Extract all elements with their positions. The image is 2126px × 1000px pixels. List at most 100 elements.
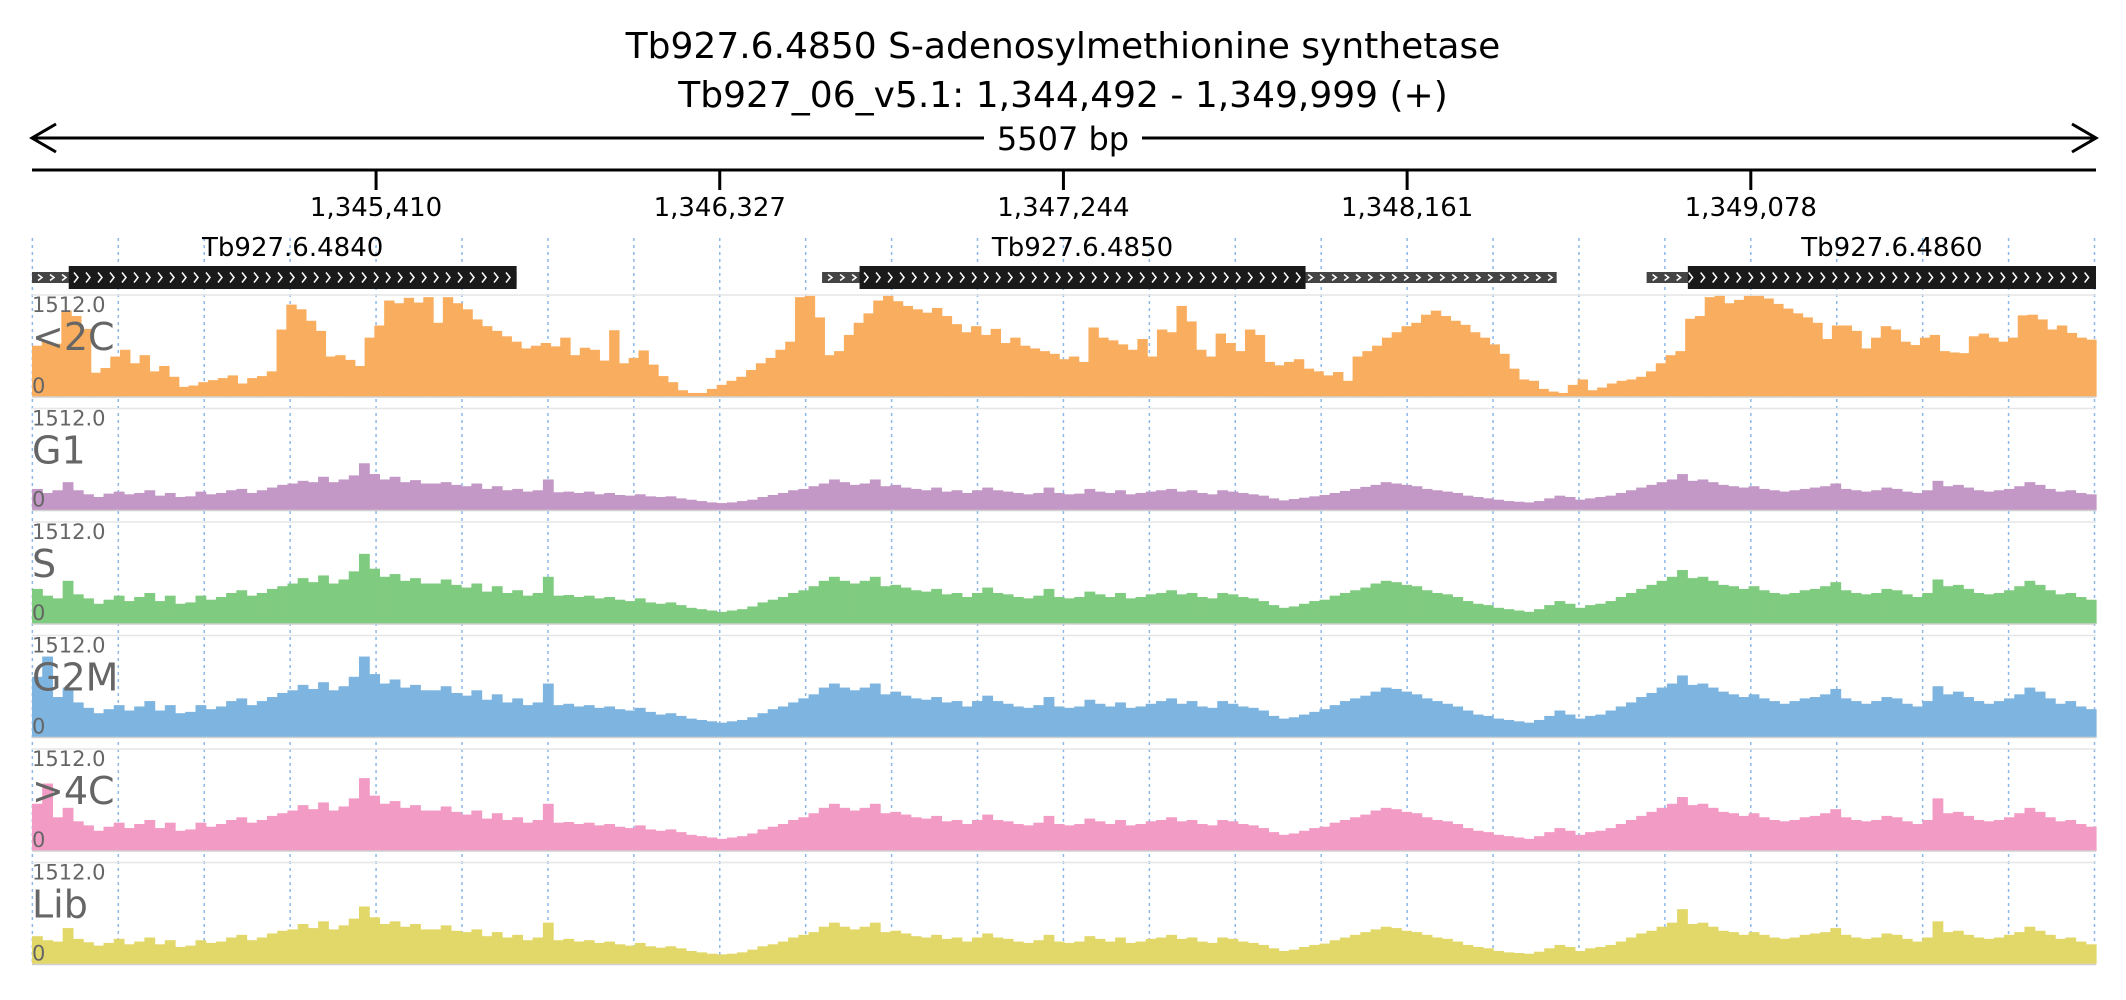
- coverage-bar: [154, 601, 166, 624]
- coverage-bar: [1779, 594, 1791, 624]
- coverage-bar: [1574, 951, 1586, 965]
- strand-arrow: [1892, 272, 1898, 283]
- coverage-bar: [1851, 330, 1862, 397]
- coverage-bar: [1656, 807, 1668, 851]
- coverage-bar: [144, 592, 156, 624]
- strand-arrow: [1367, 273, 1374, 282]
- coverage-bar: [227, 375, 239, 397]
- coverage-bar: [1196, 349, 1207, 397]
- coverage-bar: [1043, 487, 1055, 511]
- coverage-bar: [1145, 491, 1157, 511]
- coverage-bar: [1258, 601, 1269, 624]
- coverage-bar: [1871, 490, 1883, 511]
- coverage-bar: [452, 303, 464, 397]
- coverage-bar: [532, 592, 544, 624]
- coverage-bar: [859, 483, 871, 511]
- coverage-bar: [1534, 951, 1545, 965]
- coverage-bar: [1554, 601, 1566, 624]
- coverage-bar: [1207, 942, 1218, 965]
- coverage-bar: [614, 944, 626, 965]
- coverage-bar: [297, 805, 309, 851]
- coverage-bar: [818, 483, 830, 511]
- coverage-bar: [563, 938, 575, 965]
- coverage-bar: [1258, 710, 1269, 738]
- coverage-bar: [433, 322, 444, 397]
- coverage-bar: [1574, 607, 1586, 624]
- coverage-bar: [890, 584, 902, 624]
- coverage-bar: [1891, 488, 1903, 511]
- coverage-bar: [982, 933, 994, 965]
- coverage-bar: [71, 316, 82, 397]
- coverage-bar: [195, 940, 207, 965]
- coverage-bar: [442, 297, 454, 397]
- coverage-bar: [164, 940, 176, 965]
- coverage-bar: [563, 491, 575, 511]
- coverage-bar: [52, 817, 64, 851]
- coverage-bar: [1871, 592, 1883, 624]
- coverage-bar: [1115, 592, 1126, 624]
- strand-arrow: [445, 272, 451, 283]
- coverage-bar: [1227, 938, 1239, 965]
- coverage-bar: [338, 925, 350, 965]
- coverage-bar: [1462, 944, 1474, 965]
- coverage-bar: [42, 783, 54, 851]
- coverage-bar: [1929, 334, 1941, 397]
- track-name: Lib: [32, 883, 88, 927]
- strand-arrow: [241, 272, 247, 283]
- coverage-bar: [1942, 586, 1954, 624]
- coverage-bar: [634, 825, 646, 851]
- coverage-bar: [185, 945, 197, 965]
- coverage-bar: [1339, 592, 1351, 624]
- coverage-track: 1512.0G1 0: [32, 407, 2097, 512]
- strand-arrow: [109, 272, 115, 283]
- coverage-bar: [1074, 493, 1086, 511]
- coverage-bar: [1860, 594, 1872, 624]
- coverage-bar: [318, 921, 329, 965]
- strand-arrow: [1940, 272, 1946, 283]
- coverage-bar: [1360, 486, 1372, 511]
- coverage-bar: [1585, 498, 1596, 511]
- coverage-bar: [1329, 492, 1341, 511]
- coverage-bar: [1564, 946, 1576, 965]
- coverage-bar: [1993, 937, 2005, 965]
- coverage-bar: [1687, 578, 1699, 624]
- coverage-bar: [471, 929, 483, 965]
- coverage-bar: [1023, 942, 1034, 965]
- coverage-bar: [1656, 926, 1668, 965]
- coverage-bar: [2017, 315, 2029, 397]
- coverage-bar: [1147, 356, 1158, 397]
- coverage-bar: [277, 586, 289, 624]
- coverage-bar: [931, 697, 942, 738]
- coverage-bar: [614, 599, 626, 624]
- coverage-bar: [1881, 588, 1893, 624]
- coverage-bar: [737, 836, 748, 851]
- coverage-bar: [992, 937, 1004, 965]
- coverage-bar: [1694, 316, 1706, 397]
- strand-arrow: [1355, 273, 1362, 282]
- coverage-bar: [1574, 499, 1586, 511]
- coverage-bar: [696, 501, 707, 511]
- strand-arrow: [1451, 273, 1458, 282]
- coverage-bar: [900, 587, 912, 624]
- coverage-bar: [1482, 948, 1494, 965]
- coverage-bar: [144, 819, 156, 851]
- coverage-bar: [1615, 492, 1627, 511]
- strand-arrow: [337, 272, 343, 283]
- strand-arrow: [839, 273, 846, 282]
- coverage-bar: [726, 610, 738, 624]
- gene-track: Tb927.6.4840 Tb927.6.4850 Tb927.6.4860: [32, 233, 2096, 289]
- coverage-bar: [461, 814, 472, 851]
- coverage-bar: [267, 815, 278, 851]
- track-name: G1: [32, 429, 86, 473]
- coverage-bar: [828, 922, 840, 965]
- coverage-bar: [205, 826, 217, 851]
- coverage-bar: [1799, 698, 1811, 738]
- coverage-bar: [215, 824, 227, 851]
- coverage-bar: [1646, 371, 1657, 397]
- coverage-bar: [1585, 715, 1596, 738]
- coverage-bar: [1012, 941, 1024, 965]
- strand-arrow: [1271, 272, 1278, 283]
- coverage-bar: [972, 592, 983, 624]
- coverage-bar: [1380, 807, 1392, 851]
